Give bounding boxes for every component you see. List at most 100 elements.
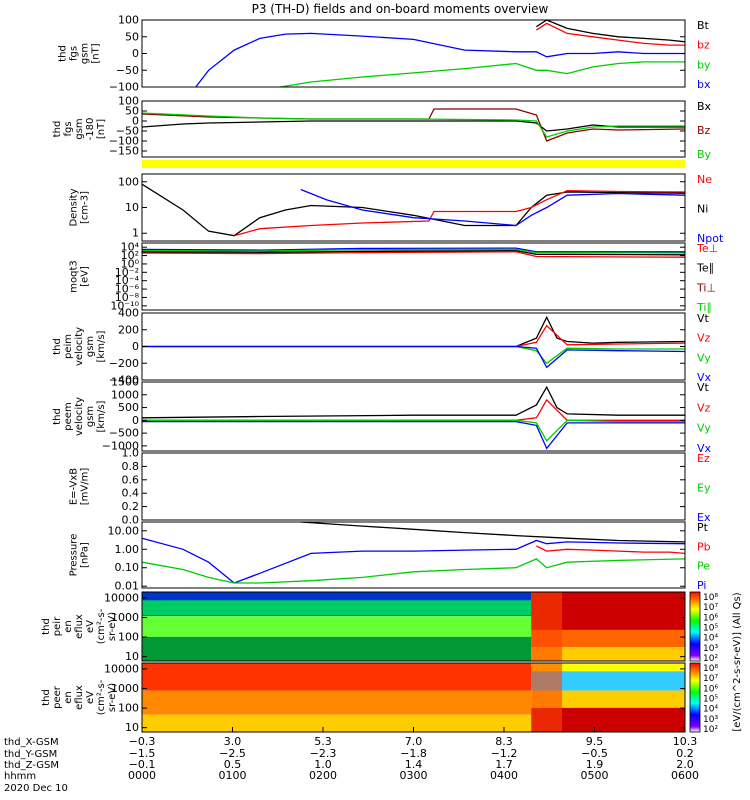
figure-title: P3 (TH-D) fields and on-board moments ov… [252, 2, 549, 16]
y-axis-label: en [63, 620, 74, 633]
y-tick-label: 0.8 [122, 460, 140, 473]
panel-frame [141, 173, 686, 242]
y-axis-label: [nPa] [80, 542, 91, 568]
y-tick-label: 10⁻⁶ [115, 283, 140, 296]
spectrogram-band-left [142, 663, 532, 691]
x-tick-label: 0.2 [676, 747, 694, 760]
colorbar-tick-label: 10⁶ [703, 613, 718, 623]
x-tick-label: 10.3 [673, 735, 698, 748]
y-tick-label: 1000 [111, 682, 139, 695]
y-axis-label: [nT] [96, 119, 107, 139]
spectrogram-band-left [142, 636, 532, 661]
y-tick-label: −100 [109, 81, 139, 94]
y-axis-label: thd [52, 408, 63, 425]
legend-Pi: Pi [697, 579, 706, 592]
spectrogram-band-right [531, 671, 685, 691]
x-tick-label: −0.1 [129, 758, 156, 771]
y-tick-label: 0 [132, 47, 139, 60]
y-tick-label: 0.0 [122, 514, 140, 527]
y-tick-label: 0.4 [122, 487, 140, 500]
y-axis-label: eflux [74, 614, 85, 639]
legend-Ez: Ez [697, 452, 710, 465]
x-tick-label: −0.5 [581, 747, 608, 760]
legend-Bt: Bt [697, 19, 710, 32]
panel-frame [141, 452, 686, 521]
y-tick-label: −50 [116, 64, 139, 77]
y-tick-label: 1 [132, 227, 139, 240]
panel-frame [141, 591, 686, 662]
x-tick-label: 1.7 [495, 758, 513, 771]
spectrogram-band-left [142, 690, 532, 715]
y-tick-label: 10⁻⁴ [115, 274, 140, 287]
legend-Vx: Vx [697, 371, 712, 384]
y-tick-label: −400 [109, 374, 139, 387]
y-tick-label: 10000 [104, 662, 139, 675]
y-axis-label: eV [85, 620, 96, 633]
series-Te⊥ [141, 251, 686, 258]
legend-Ti∥: Ti∥ [696, 301, 712, 314]
legend-Ne: Ne [697, 173, 712, 186]
x-tick-label: 0600 [671, 769, 699, 782]
y-axis-label: peer [52, 685, 63, 709]
colorbar-tick-label: 10² [703, 654, 718, 664]
legend-Pe: Pe [697, 560, 710, 573]
y-axis-label: fgs [63, 121, 74, 136]
series-Bx [141, 120, 685, 132]
y-tick-label: −100 [109, 135, 139, 148]
y-tick-label: 10² [121, 249, 139, 262]
y-axis-label: sr-eV) [107, 612, 118, 641]
y-tick-label: 50 [125, 105, 139, 118]
y-axis-label: E=-VxB [69, 468, 80, 505]
y-axis-label: [km/s] [96, 330, 107, 362]
y-tick-label: 10 [125, 201, 139, 214]
y-axis-label: en [63, 691, 74, 704]
spectrogram-9 [142, 592, 685, 661]
y-tick-label: 500 [118, 401, 139, 414]
x-tick-label: 0500 [581, 769, 609, 782]
x-tick-label: 0200 [309, 769, 337, 782]
panel-5: 400 200 0 −200 −400 thd peim velocity gsm [km/s] V… [52, 307, 712, 387]
series-By [141, 112, 685, 138]
x-tick-label: 2.0 [676, 758, 694, 771]
y-tick-label: 10⁻⁸ [115, 291, 140, 304]
y-axis-label: fgs [69, 46, 80, 61]
y-axis-label: thd [52, 338, 63, 355]
panel-frame [141, 521, 686, 589]
series-bz [536, 22, 685, 46]
x-tick-label: 0100 [219, 769, 247, 782]
x-tick-label: 0300 [400, 769, 428, 782]
legend-Te∥: Te∥ [696, 262, 714, 275]
panel-frame [141, 19, 686, 88]
legend-Npot: Npot [697, 232, 724, 245]
y-tick-label: −500 [109, 427, 139, 440]
y-axis-label: [cm-3] [80, 191, 91, 224]
y-tick-label: 0 [132, 340, 139, 353]
x-tick-label: −1.2 [491, 747, 518, 760]
colorbar-tick-label: 10⁴ [703, 634, 718, 644]
y-tick-label: 10⁰ [121, 257, 140, 270]
legend-Pb: Pb [697, 540, 711, 553]
series-Te∥ [141, 249, 686, 256]
x-tick-label: −1.8 [400, 747, 427, 760]
y-axis-label: [nT] [91, 43, 102, 63]
date-label: 2020 Dec 10 [4, 783, 68, 794]
y-tick-label: −200 [109, 357, 139, 370]
colorbar-tick-label: 10³ [703, 644, 718, 654]
panel-frame [141, 100, 686, 158]
y-axis-label: gsm [74, 118, 85, 139]
y-tick-label: 0 [132, 414, 139, 427]
series-Ti∥ [141, 248, 686, 254]
x-tick-label: −0.3 [129, 735, 156, 748]
y-axis-label: Pressure [69, 534, 80, 577]
series-Vx [142, 345, 686, 369]
legend-Pt: Pt [697, 521, 709, 534]
y-tick-label: 10000 [104, 591, 139, 604]
y-tick-label: 1.0 [122, 447, 140, 460]
x-row-label: thd_Z-GSM [4, 760, 59, 771]
panel-10: 10000 1000 100 10 thd peer en eflux eV (cm²-s-sr-… [41, 662, 686, 734]
